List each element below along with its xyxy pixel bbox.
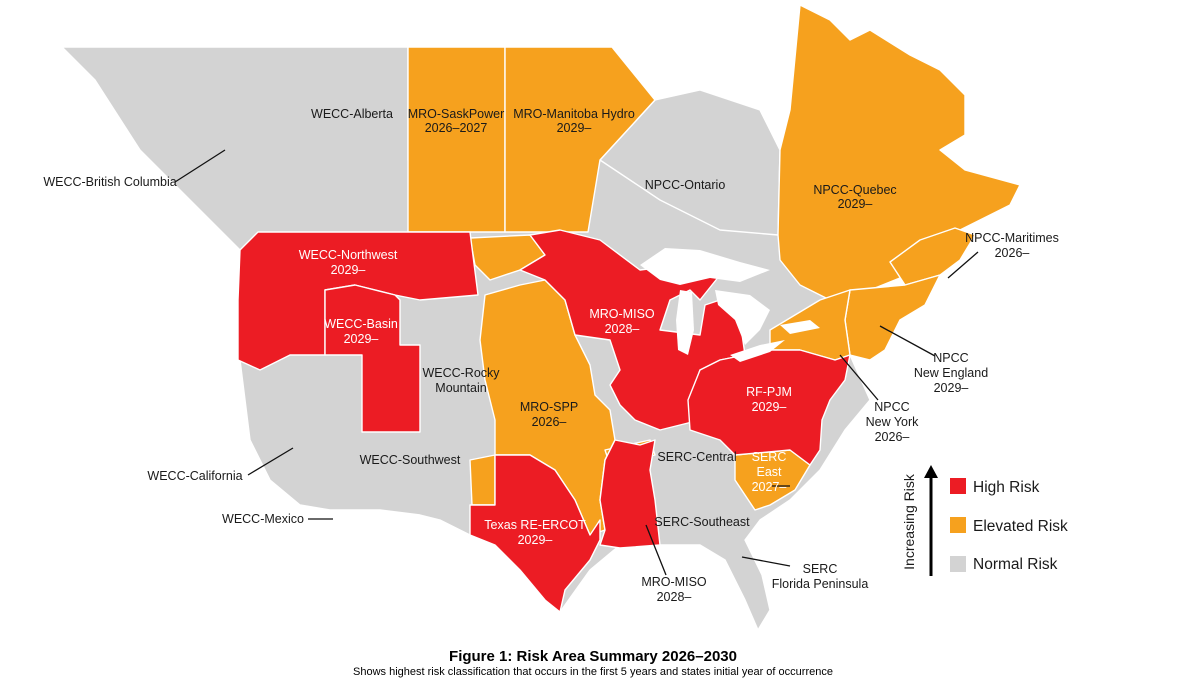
label-wecc-southwest: WECC-Southwest bbox=[360, 453, 461, 467]
leader-serc-florida bbox=[741, 556, 791, 567]
region-mro-spp-west-tx bbox=[469, 454, 496, 506]
lake-huron bbox=[715, 290, 770, 345]
label-wecc-basin-line1: WECC-Basin bbox=[324, 317, 398, 331]
label-wecc-alberta: WECC-Alberta bbox=[311, 107, 393, 121]
lake-superior bbox=[640, 248, 770, 285]
label-mro-miso-south-line1: MRO-MISO bbox=[641, 575, 707, 589]
label-serc-east-line2: East bbox=[756, 465, 782, 479]
leader-npcc-new-york bbox=[839, 354, 879, 401]
label-mro-spp: MRO-SPP 2026– bbox=[520, 400, 578, 429]
label-mro-manitoba-line1: MRO-Manitoba Hydro bbox=[513, 107, 635, 121]
label-rf-pjm: RF-PJM 2029– bbox=[746, 385, 792, 414]
label-npcc-maritimes-line2: 2026– bbox=[995, 246, 1030, 260]
label-serc-southeast: SERC-Southeast bbox=[654, 515, 750, 529]
label-serc-east: SERC East 2027– bbox=[752, 450, 787, 494]
label-npcc-new-york-line1: NPCC bbox=[874, 400, 909, 414]
label-npcc-quebec: NPCC-Quebec 2029– bbox=[813, 183, 896, 211]
label-npcc-new-england-line3: 2029– bbox=[934, 381, 969, 395]
label-npcc-new-england-line2: New England bbox=[914, 366, 988, 380]
legend-swatch-normal bbox=[950, 556, 966, 572]
region-npcc-quebec bbox=[777, 4, 1021, 301]
figure-title: Figure 1: Risk Area Summary 2026–2030 bbox=[449, 648, 737, 665]
label-npcc-quebec-line1: NPCC-Quebec bbox=[813, 183, 896, 197]
label-mro-saskpower-line1: MRO-SaskPower bbox=[408, 107, 505, 121]
label-npcc-new-york: NPCC New York 2026– bbox=[866, 400, 920, 444]
figure-caption: Figure 1: Risk Area Summary 2026–2030 Sh… bbox=[0, 648, 1186, 678]
label-serc-florida-line1: SERC bbox=[803, 562, 838, 576]
label-mro-manitoba: MRO-Manitoba Hydro 2029– bbox=[513, 107, 635, 135]
label-texas-ercot: Texas RE-ERCOT 2029– bbox=[484, 518, 586, 547]
label-npcc-new-york-line3: 2026– bbox=[875, 430, 910, 444]
label-wecc-northwest-line2: 2029– bbox=[331, 263, 366, 277]
label-wecc-bc: WECC-British Columbia bbox=[43, 175, 176, 189]
label-mro-saskpower-line2: 2026–2027 bbox=[425, 121, 488, 135]
label-wecc-rocky-line2: Mountain bbox=[435, 381, 486, 395]
arrow-up-icon bbox=[924, 465, 938, 478]
label-npcc-maritimes-line1: NPCC-Maritimes bbox=[965, 231, 1059, 245]
label-wecc-rocky: WECC-Rocky Mountain bbox=[422, 366, 500, 395]
label-wecc-rocky-line1: WECC-Rocky bbox=[422, 366, 500, 380]
legend: Increasing Risk High Risk Elevated Risk … bbox=[901, 465, 1068, 576]
label-wecc-northwest: WECC-Northwest 2029– bbox=[299, 248, 398, 277]
label-mro-miso-north-line2: 2028– bbox=[605, 322, 640, 336]
label-texas-ercot-line1: Texas RE-ERCOT bbox=[484, 518, 586, 532]
leader-wecc-california bbox=[247, 447, 294, 476]
label-rf-pjm-line1: RF-PJM bbox=[746, 385, 792, 399]
label-wecc-california: WECC-California bbox=[147, 469, 242, 483]
label-npcc-quebec-line2: 2029– bbox=[838, 197, 873, 211]
lake-ontario bbox=[780, 320, 820, 334]
label-wecc-basin-line2: 2029– bbox=[344, 332, 379, 346]
label-rf-pjm-line2: 2029– bbox=[752, 400, 787, 414]
region-mro-miso-south bbox=[599, 439, 661, 549]
legend-label-elevated: Elevated Risk bbox=[973, 518, 1068, 535]
label-serc-southeast-line: SERC-Southeast bbox=[654, 515, 750, 529]
label-mro-manitoba-line2: 2029– bbox=[557, 121, 592, 135]
label-mro-spp-line1: MRO-SPP bbox=[520, 400, 578, 414]
label-npcc-new-england-line1: NPCC bbox=[933, 351, 968, 365]
label-wecc-mexico-line: WECC-Mexico bbox=[222, 512, 304, 526]
region-wecc-basin bbox=[324, 284, 421, 433]
label-npcc-maritimes: NPCC-Maritimes 2026– bbox=[965, 231, 1059, 260]
label-wecc-southwest-line: WECC-Southwest bbox=[360, 453, 461, 467]
label-npcc-new-england: NPCC New England 2029– bbox=[914, 351, 988, 395]
leader-wecc-bc bbox=[174, 149, 226, 183]
label-mro-miso-north: MRO-MISO 2028– bbox=[589, 307, 655, 336]
label-mro-miso-south: MRO-MISO 2028– bbox=[641, 575, 707, 604]
label-wecc-mexico: WECC-Mexico bbox=[222, 512, 304, 526]
figure-subtitle: Shows highest risk classification that o… bbox=[353, 666, 833, 678]
legend-swatch-elevated bbox=[950, 517, 966, 533]
label-npcc-ontario-line: NPCC-Ontario bbox=[645, 178, 726, 192]
label-wecc-northwest-line1: WECC-Northwest bbox=[299, 248, 398, 262]
label-serc-east-line3: 2027– bbox=[752, 480, 787, 494]
leader-npcc-maritimes bbox=[947, 251, 979, 279]
label-serc-central-line: SERC-Central bbox=[657, 450, 736, 464]
legend-axis-label: Increasing Risk bbox=[901, 473, 917, 570]
label-wecc-basin: WECC-Basin 2029– bbox=[324, 317, 398, 346]
label-serc-central: SERC-Central bbox=[657, 450, 736, 464]
leader-mro-miso-south bbox=[645, 524, 667, 576]
lake-michigan bbox=[676, 290, 694, 355]
region-mro-manitoba bbox=[504, 46, 656, 233]
region-texas-ercot bbox=[469, 454, 601, 613]
legend-label-normal: Normal Risk bbox=[973, 556, 1058, 573]
leader-npcc-new-england bbox=[879, 325, 936, 357]
label-mro-spp-line2: 2026– bbox=[532, 415, 567, 429]
label-mro-miso-south-line2: 2028– bbox=[657, 590, 692, 604]
label-serc-east-line1: SERC bbox=[752, 450, 787, 464]
label-serc-florida: SERC Florida Peninsula bbox=[772, 562, 869, 591]
label-wecc-bc-line: WECC-British Columbia bbox=[43, 175, 176, 189]
lake-erie bbox=[730, 340, 785, 362]
label-texas-ercot-line2: 2029– bbox=[518, 533, 553, 547]
label-wecc-alberta-line: WECC-Alberta bbox=[311, 107, 393, 121]
legend-label-high: High Risk bbox=[973, 479, 1040, 496]
label-npcc-ontario: NPCC-Ontario bbox=[645, 178, 726, 192]
label-mro-saskpower: MRO-SaskPower 2026–2027 bbox=[408, 107, 505, 135]
label-mro-miso-north-line1: MRO-MISO bbox=[589, 307, 655, 321]
region-mro-saskpower bbox=[407, 46, 506, 233]
legend-swatch-high bbox=[950, 478, 966, 494]
label-serc-florida-line2: Florida Peninsula bbox=[772, 577, 869, 591]
label-wecc-california-line: WECC-California bbox=[147, 469, 242, 483]
label-npcc-new-york-line2: New York bbox=[866, 415, 920, 429]
